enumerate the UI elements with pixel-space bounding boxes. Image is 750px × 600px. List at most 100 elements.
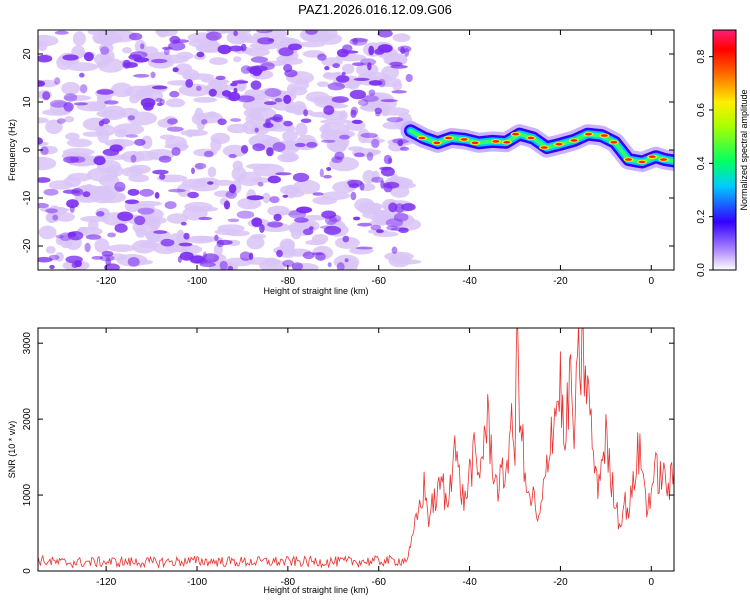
noise-speckle xyxy=(104,100,119,105)
noise-speckle xyxy=(54,30,69,35)
noise-speckle xyxy=(104,263,120,270)
x-tick-label: 0 xyxy=(649,577,655,588)
colorbar-tick-label: 0.8 xyxy=(696,49,707,63)
noise-speckle xyxy=(233,87,238,94)
signal-peak-core xyxy=(610,141,618,144)
noise-speckle xyxy=(169,90,180,98)
noise-blob xyxy=(266,36,296,46)
noise-speckle xyxy=(252,143,266,152)
snr-series-line xyxy=(38,328,674,569)
noise-speckle xyxy=(63,102,74,112)
noise-speckle xyxy=(130,51,148,59)
noise-speckle xyxy=(349,89,367,100)
noise-speckle xyxy=(250,80,262,90)
noise-speckle xyxy=(350,191,357,201)
noise-speckle xyxy=(156,102,163,107)
noise-speckle xyxy=(288,210,307,219)
noise-speckle xyxy=(405,73,413,83)
noise-speckle xyxy=(167,118,178,125)
noise-blob xyxy=(80,215,108,223)
noise-speckle xyxy=(74,260,82,268)
noise-blob xyxy=(122,47,132,54)
noise-speckle xyxy=(331,96,349,103)
noise-blob xyxy=(63,95,92,101)
noise-speckle xyxy=(128,32,143,41)
noise-blob xyxy=(72,31,86,47)
noise-speckle xyxy=(216,239,233,246)
noise-speckle xyxy=(274,98,283,103)
noise-speckle xyxy=(215,75,226,80)
noise-blob xyxy=(64,116,74,123)
noise-speckle xyxy=(196,51,205,58)
noise-speckle xyxy=(171,147,181,156)
noise-speckle xyxy=(79,72,85,78)
noise-speckle xyxy=(276,249,283,258)
x-tick-label: -100 xyxy=(187,577,207,588)
x-tick-label: -80 xyxy=(281,276,296,287)
x-tick-label: -40 xyxy=(462,276,477,287)
noise-speckle xyxy=(150,71,156,79)
noise-speckle xyxy=(341,72,346,76)
noise-speckle xyxy=(233,30,238,37)
noise-speckle xyxy=(344,258,349,263)
noise-speckle xyxy=(393,212,409,222)
noise-speckle xyxy=(282,259,295,268)
noise-speckle xyxy=(267,175,281,184)
noise-speckle xyxy=(376,229,384,234)
x-tick-label: -20 xyxy=(553,577,568,588)
noise-blob xyxy=(38,156,57,171)
noise-blob xyxy=(38,34,59,47)
noise-speckle xyxy=(227,218,240,223)
x-tick-label: 0 xyxy=(649,276,655,287)
signal-peak-core xyxy=(600,134,608,137)
noise-blob xyxy=(143,213,155,220)
noise-blob xyxy=(197,41,222,53)
noise-speckle xyxy=(391,246,398,254)
noise-speckle xyxy=(342,235,350,243)
signal-peak-core xyxy=(433,141,441,145)
noise-speckle xyxy=(71,188,84,196)
noise-speckle xyxy=(201,119,208,125)
noise-speckle xyxy=(284,69,298,78)
noise-blob xyxy=(38,117,49,124)
y-axis-label: Frequency (Hz) xyxy=(7,119,17,181)
x-tick-label: -40 xyxy=(462,577,477,588)
noise-speckle xyxy=(217,44,232,55)
noise-blob xyxy=(286,125,296,132)
signal-peak-core xyxy=(445,136,453,140)
noise-blob xyxy=(382,211,392,224)
noise-speckle xyxy=(123,62,138,68)
noise-speckle xyxy=(291,262,303,270)
noise-speckle xyxy=(264,88,282,97)
noise-speckle xyxy=(240,144,249,154)
noise-speckle xyxy=(228,154,237,159)
noise-speckle xyxy=(208,88,217,97)
noise-speckle xyxy=(386,225,398,231)
signal-peak-core xyxy=(471,141,479,145)
noise-speckle xyxy=(272,114,283,123)
noise-speckle xyxy=(187,191,199,199)
noise-speckle xyxy=(377,44,393,53)
signal-peak-core xyxy=(540,146,548,149)
noise-speckle xyxy=(336,262,345,270)
noise-speckle xyxy=(283,120,293,127)
noise-speckle xyxy=(326,167,332,171)
noise-speckle xyxy=(328,214,342,223)
signal-peak-core xyxy=(492,140,500,143)
noise-blob xyxy=(260,87,282,100)
noise-blob xyxy=(215,85,245,90)
noise-speckle xyxy=(217,118,227,126)
y-tick-label: -20 xyxy=(22,238,33,253)
x-tick-label: -60 xyxy=(371,577,386,588)
noise-blob xyxy=(66,62,99,72)
noise-speckle xyxy=(172,67,179,73)
noise-speckle xyxy=(267,221,283,228)
noise-speckle xyxy=(207,181,214,185)
noise-speckle xyxy=(324,216,338,225)
noise-speckle xyxy=(269,196,280,204)
noise-speckle xyxy=(153,230,168,234)
noise-blob xyxy=(38,225,57,240)
noise-blob xyxy=(354,198,375,212)
noise-speckle xyxy=(38,80,45,87)
